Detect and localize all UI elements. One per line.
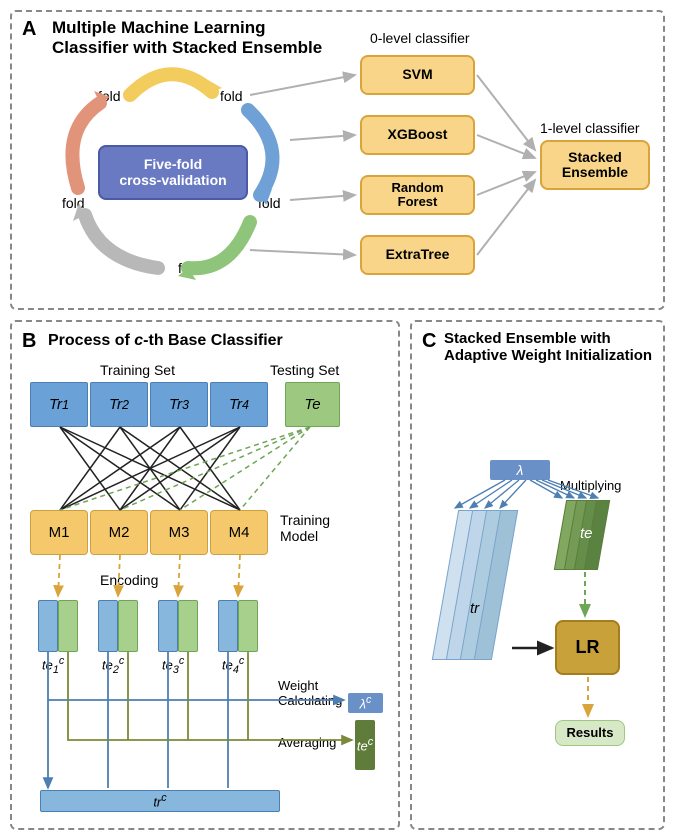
panel-b-title: Process of c-th Base Classifier <box>48 332 283 350</box>
training-set-label: Training Set <box>100 362 175 378</box>
enc3-label: te3c <box>162 655 184 676</box>
lambda-c-box: λc <box>348 693 383 713</box>
fold-top-left: fold <box>98 88 121 104</box>
fold-left: fold <box>62 195 85 211</box>
xgboost-box: XGBoost <box>360 115 475 155</box>
center-cv-box: Five-fold cross-validation <box>98 145 248 200</box>
tr1: Tr1 <box>30 382 88 427</box>
m3: M3 <box>150 510 208 555</box>
enc4-label: te4c <box>222 655 244 676</box>
enc1-label: te1c <box>42 655 64 676</box>
te: Te <box>285 382 340 427</box>
results-box: Results <box>555 720 625 746</box>
multiplying-label: Multiplying <box>560 478 621 493</box>
enc2-l <box>98 600 118 652</box>
m4: M4 <box>210 510 268 555</box>
m1: M1 <box>30 510 88 555</box>
rf-box: Random Forest <box>360 175 475 215</box>
enc3-l <box>158 600 178 652</box>
panel-a-title: Multiple Machine Learning Classifier wit… <box>52 18 322 58</box>
testing-set-label: Testing Set <box>270 362 339 378</box>
enc1-r <box>58 600 78 652</box>
c-lambda: λ <box>490 460 550 480</box>
te-c-box: tec <box>355 720 375 770</box>
enc4-r <box>238 600 258 652</box>
panel-b-label: B <box>22 330 36 353</box>
averaging-label: Averaging <box>278 735 336 750</box>
panel-a-col1: 1-level classifier <box>540 120 640 136</box>
enc2-label: te2c <box>102 655 124 676</box>
enc4-l <box>218 600 238 652</box>
c-te-label: te <box>580 525 593 542</box>
training-model-label: Training Model <box>280 512 330 544</box>
svm-box: SVM <box>360 55 475 95</box>
m2: M2 <box>90 510 148 555</box>
enc1-l <box>38 600 58 652</box>
encoding-label: Encoding <box>100 572 158 588</box>
panel-c-title: Stacked Ensemble with Adaptive Weight In… <box>444 330 652 364</box>
c-tr-label: tr <box>470 600 479 617</box>
panel-a-col0: 0-level classifier <box>370 30 470 46</box>
tr4: Tr4 <box>210 382 268 427</box>
ensemble-box: Stacked Ensemble <box>540 140 650 190</box>
panel-c-label: C <box>422 330 436 353</box>
fold-top-right: fold <box>220 88 243 104</box>
c-tr-group <box>445 510 525 660</box>
tr2: Tr2 <box>90 382 148 427</box>
panel-a-label: A <box>22 18 36 41</box>
tr-c-box: trc <box>40 790 280 812</box>
weight-calc-label: Weight Calculating <box>278 678 342 708</box>
enc2-r <box>118 600 138 652</box>
fold-right: fold <box>258 195 281 211</box>
diagram-canvas: A Multiple Machine Learning Classifier w… <box>0 0 675 840</box>
fold-bottom: fold <box>178 260 201 276</box>
extratree-box: ExtraTree <box>360 235 475 275</box>
tr3: Tr3 <box>150 382 208 427</box>
lr-box: LR <box>555 620 620 675</box>
enc3-r <box>178 600 198 652</box>
